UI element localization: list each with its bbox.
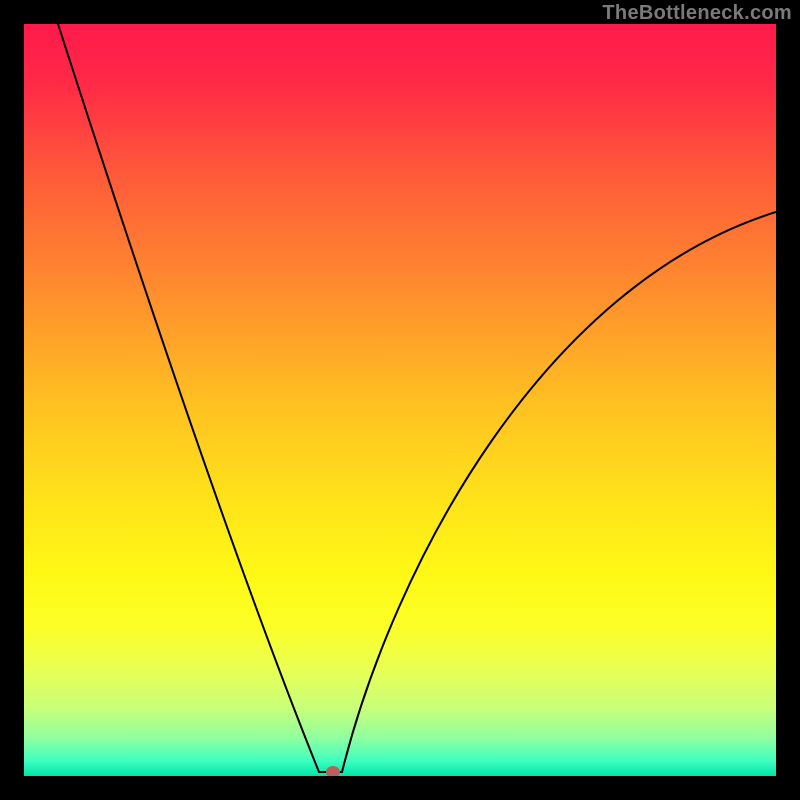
chart-background <box>24 24 776 776</box>
plot-area <box>24 24 776 776</box>
chart-frame: TheBottleneck.com <box>0 0 800 800</box>
watermark-text: TheBottleneck.com <box>602 2 792 25</box>
bottleneck-curve-chart <box>24 24 776 776</box>
